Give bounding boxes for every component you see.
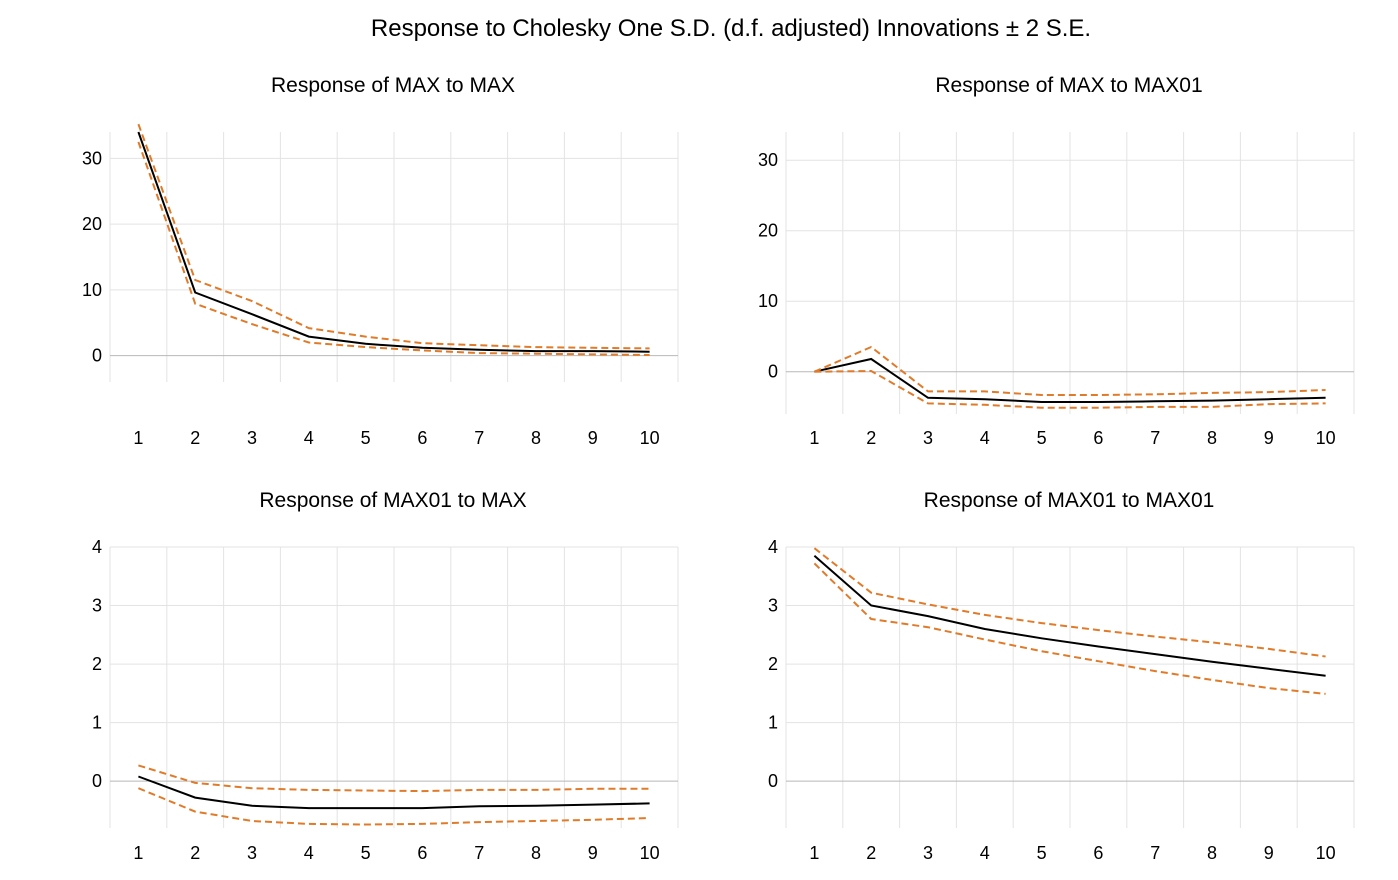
y-tick-label: 0 bbox=[768, 362, 778, 382]
x-tick-label: 2 bbox=[190, 428, 200, 448]
upper-band-line bbox=[137, 123, 650, 350]
chart-panel: Response of MAX01 to MAX 0 1 2 3 4 1 2 3 4 5 6 7 8 9 10 bbox=[92, 489, 679, 863]
upper-band-line bbox=[813, 547, 1326, 658]
lower-band-line bbox=[137, 141, 650, 356]
x-tick-label: 3 bbox=[247, 428, 257, 448]
x-tick-label: 3 bbox=[923, 428, 933, 448]
x-tick-label: 9 bbox=[1264, 428, 1274, 448]
lower-band-line bbox=[814, 369, 1326, 409]
y-tick-label: 10 bbox=[82, 280, 102, 300]
x-tick-label: 1 bbox=[133, 428, 143, 448]
chart-panel: Response of MAX01 to MAX01 0 1 2 3 4 1 2 3 4 5 6 7 8 9… bbox=[768, 489, 1355, 863]
x-tick-label: 4 bbox=[304, 843, 314, 863]
chart-title: Response of MAX to MAX bbox=[271, 74, 515, 97]
y-tick-label: 0 bbox=[92, 346, 102, 366]
y-tick-label: 4 bbox=[92, 537, 102, 557]
y-tick-label: 1 bbox=[768, 713, 778, 733]
x-tick-label: 8 bbox=[531, 428, 541, 448]
x-tick-label: 1 bbox=[809, 843, 819, 863]
x-tick-label: 6 bbox=[417, 428, 427, 448]
x-tick-label: 9 bbox=[1264, 843, 1274, 863]
x-tick-label: 9 bbox=[588, 428, 598, 448]
x-tick-label: 6 bbox=[1093, 428, 1103, 448]
x-tick-label: 8 bbox=[1207, 843, 1217, 863]
x-tick-label: 2 bbox=[866, 843, 876, 863]
x-tick-label: 10 bbox=[640, 843, 660, 863]
y-tick-label: 0 bbox=[768, 771, 778, 791]
response-line bbox=[138, 775, 650, 810]
x-tick-label: 5 bbox=[361, 843, 371, 863]
chart-title: Response of MAX to MAX01 bbox=[935, 74, 1202, 97]
x-tick-label: 3 bbox=[247, 843, 257, 863]
x-tick-label: 8 bbox=[1207, 428, 1217, 448]
upper-band-line bbox=[814, 345, 1326, 396]
x-tick-label: 4 bbox=[980, 843, 990, 863]
response-line bbox=[137, 131, 650, 353]
x-tick-label: 1 bbox=[809, 428, 819, 448]
x-tick-label: 8 bbox=[531, 843, 541, 863]
chart-title: Response of MAX01 to MAX bbox=[259, 489, 526, 512]
chart-title: Response of MAX01 to MAX01 bbox=[924, 489, 1215, 512]
x-tick-label: 10 bbox=[1316, 428, 1336, 448]
y-tick-label: 20 bbox=[758, 221, 778, 241]
response-line bbox=[813, 555, 1326, 677]
x-tick-label: 10 bbox=[1316, 843, 1336, 863]
y-tick-label: 4 bbox=[768, 537, 778, 557]
x-tick-label: 4 bbox=[980, 428, 990, 448]
chart-panel: Response of MAX to MAX 0 10 20 30 1 2 3 4 5 6 7 8 9 10 bbox=[82, 74, 679, 448]
upper-band-line bbox=[138, 764, 650, 793]
y-tick-label: 10 bbox=[758, 291, 778, 311]
y-tick-label: 0 bbox=[92, 771, 102, 791]
y-tick-label: 3 bbox=[768, 596, 778, 616]
lower-band-line bbox=[138, 787, 650, 826]
x-tick-label: 10 bbox=[640, 428, 660, 448]
x-tick-label: 7 bbox=[1150, 428, 1160, 448]
y-tick-label: 3 bbox=[92, 596, 102, 616]
x-tick-label: 7 bbox=[1150, 843, 1160, 863]
response-line bbox=[814, 357, 1326, 403]
x-tick-label: 7 bbox=[474, 428, 484, 448]
y-tick-label: 30 bbox=[82, 148, 102, 168]
x-tick-label: 9 bbox=[588, 843, 598, 863]
x-tick-label: 2 bbox=[190, 843, 200, 863]
lower-band-line bbox=[813, 562, 1326, 695]
y-tick-label: 30 bbox=[758, 150, 778, 170]
x-tick-label: 5 bbox=[1037, 843, 1047, 863]
x-tick-label: 2 bbox=[866, 428, 876, 448]
figure-title: Response to Cholesky One S.D. (d.f. adju… bbox=[371, 15, 1091, 42]
y-tick-label: 1 bbox=[92, 713, 102, 733]
x-tick-label: 7 bbox=[474, 843, 484, 863]
x-tick-label: 1 bbox=[133, 843, 143, 863]
x-tick-label: 6 bbox=[1093, 843, 1103, 863]
chart-panel: Response of MAX to MAX01 0 10 20 30 1 2 3 4 5 6 7 8 9… bbox=[758, 74, 1355, 448]
x-tick-label: 6 bbox=[417, 843, 427, 863]
x-tick-label: 5 bbox=[1037, 428, 1047, 448]
y-tick-label: 20 bbox=[82, 214, 102, 234]
x-tick-label: 4 bbox=[304, 428, 314, 448]
y-tick-label: 2 bbox=[92, 654, 102, 674]
y-tick-label: 2 bbox=[768, 654, 778, 674]
x-tick-label: 3 bbox=[923, 843, 933, 863]
x-tick-label: 5 bbox=[361, 428, 371, 448]
